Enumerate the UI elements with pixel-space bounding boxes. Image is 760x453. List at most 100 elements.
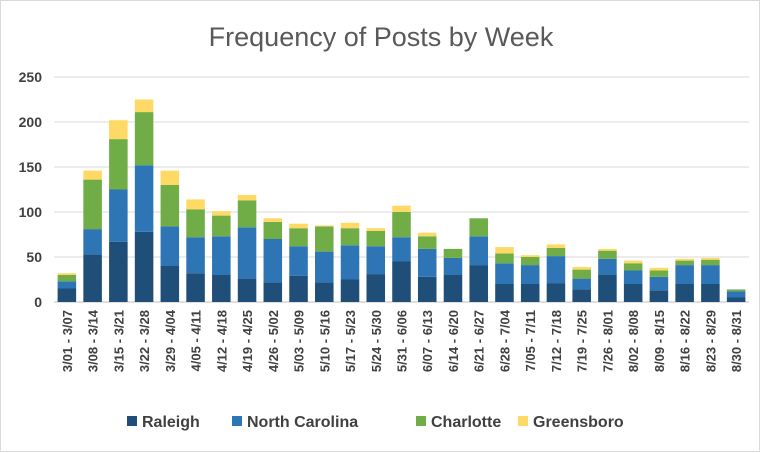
x-tick-label: 3/29 - 4/04	[163, 309, 178, 372]
x-tick-label: 6/07 - 6/13	[420, 310, 435, 372]
bar-segment	[469, 265, 488, 302]
x-tick-label: 7/26 - 8/01	[600, 310, 615, 372]
bar-segment	[366, 274, 386, 302]
bar-segment	[443, 275, 463, 302]
bar-segment	[263, 218, 283, 222]
bar-segment	[212, 275, 231, 302]
bar-segment	[212, 215, 231, 237]
legend-label: North Carolina	[247, 414, 358, 431]
bar-segment	[520, 255, 540, 257]
legend-swatch	[518, 416, 528, 426]
bar-segment	[572, 269, 591, 279]
bar-segment	[623, 284, 643, 302]
bar-segment	[701, 259, 720, 266]
x-tick-label: 6/21 - 6/27	[472, 310, 487, 372]
legend-swatch	[416, 416, 426, 426]
bar-segment	[675, 265, 694, 284]
bars	[57, 99, 746, 302]
bar-segment	[623, 270, 643, 284]
bar-segment	[57, 273, 77, 275]
bar-segment	[134, 99, 154, 113]
x-tick-label: 8/16 - 8/22	[678, 310, 693, 372]
bar-segment	[701, 284, 720, 302]
bar-segment	[315, 282, 334, 302]
bar-segment	[623, 263, 643, 271]
x-axis-ticks: 3/01 - 3/07 3/08 - 3/14 3/15 - 3/21 3/22 - …	[60, 309, 744, 372]
bar-segment	[469, 236, 488, 266]
bar-segment	[366, 228, 386, 231]
bar-segment	[726, 289, 746, 292]
bar-segment	[160, 185, 180, 227]
bar-segment	[598, 250, 617, 259]
x-tick-label: 3/01 - 3/07	[60, 310, 75, 372]
bar-segment	[649, 276, 669, 291]
x-tick-label: 4/12 - 4/18	[214, 310, 229, 372]
bar-segment	[134, 231, 154, 302]
bar-segment	[366, 230, 386, 247]
bar-segment	[57, 281, 77, 289]
legend-label: Charlotte	[431, 414, 501, 431]
bar-segment	[417, 276, 437, 302]
x-tick-label: 5/10 - 5/16	[317, 310, 332, 372]
bar-segment	[340, 279, 360, 302]
bar-segment	[649, 290, 669, 302]
bar-segment	[417, 236, 437, 249]
y-tick-label: 50	[26, 249, 42, 265]
bar-segment	[83, 254, 102, 302]
bar-segment	[649, 267, 669, 271]
bar-segment	[495, 263, 514, 284]
x-tick-label: 6/28 - 7/04	[497, 309, 512, 372]
bar-segment	[443, 248, 463, 258]
bar-segment	[186, 209, 205, 238]
x-tick-label: 7/19 - 7/25	[575, 310, 590, 372]
y-tick-label: 100	[19, 204, 43, 220]
bar-segment	[340, 228, 360, 246]
x-tick-label: 3/08 - 3/14	[86, 309, 101, 372]
x-tick-label: 8/30 - 8/31	[729, 310, 744, 372]
bar-segment	[520, 284, 540, 302]
x-tick-label: 5/03 - 5/09	[292, 310, 307, 372]
bar-segment	[289, 275, 308, 302]
bar-segment	[366, 246, 386, 275]
bar-segment	[237, 200, 257, 228]
bar-segment	[675, 260, 694, 266]
bar-segment	[546, 256, 566, 284]
y-axis-ticks: 0 50 100 150 200 250	[19, 69, 43, 310]
bar-segment	[598, 248, 617, 251]
bar-segment	[572, 289, 591, 302]
bar-segment	[495, 284, 514, 302]
bar-segment	[675, 258, 694, 261]
bar-segment	[495, 247, 514, 254]
bar-segment	[134, 165, 154, 232]
bar-segment	[109, 189, 128, 242]
bar-segment	[57, 288, 77, 302]
bar-segment	[212, 236, 231, 275]
bar-segment	[109, 139, 128, 190]
bar-segment	[57, 275, 77, 282]
bar-segment	[160, 266, 180, 302]
x-tick-label: 6/14 - 6/20	[446, 310, 461, 372]
bar-segment	[495, 253, 514, 264]
bar-segment	[675, 284, 694, 302]
x-tick-label: 4/26 - 5/02	[266, 310, 281, 372]
y-tick-label: 0	[34, 294, 42, 310]
bar-segment	[315, 251, 334, 283]
x-tick-label: 8/09 - 8/15	[652, 310, 667, 372]
bar-segment	[237, 278, 257, 302]
bar-segment	[109, 241, 128, 302]
bar-segment	[83, 229, 102, 255]
x-tick-label: 8/02 - 8/08	[626, 310, 641, 372]
x-tick-label: 5/31 - 6/06	[395, 310, 410, 372]
bar-segment	[417, 248, 437, 277]
bar-segment	[392, 237, 411, 262]
bar-segment	[134, 112, 154, 166]
bar-segment	[83, 179, 102, 230]
bar-segment	[186, 199, 205, 210]
bar-segment	[392, 212, 411, 238]
bar-segment	[237, 227, 257, 279]
legend-swatch	[127, 416, 137, 426]
bar-segment	[263, 221, 283, 239]
x-tick-label: 4/19 - 4/25	[240, 310, 255, 372]
